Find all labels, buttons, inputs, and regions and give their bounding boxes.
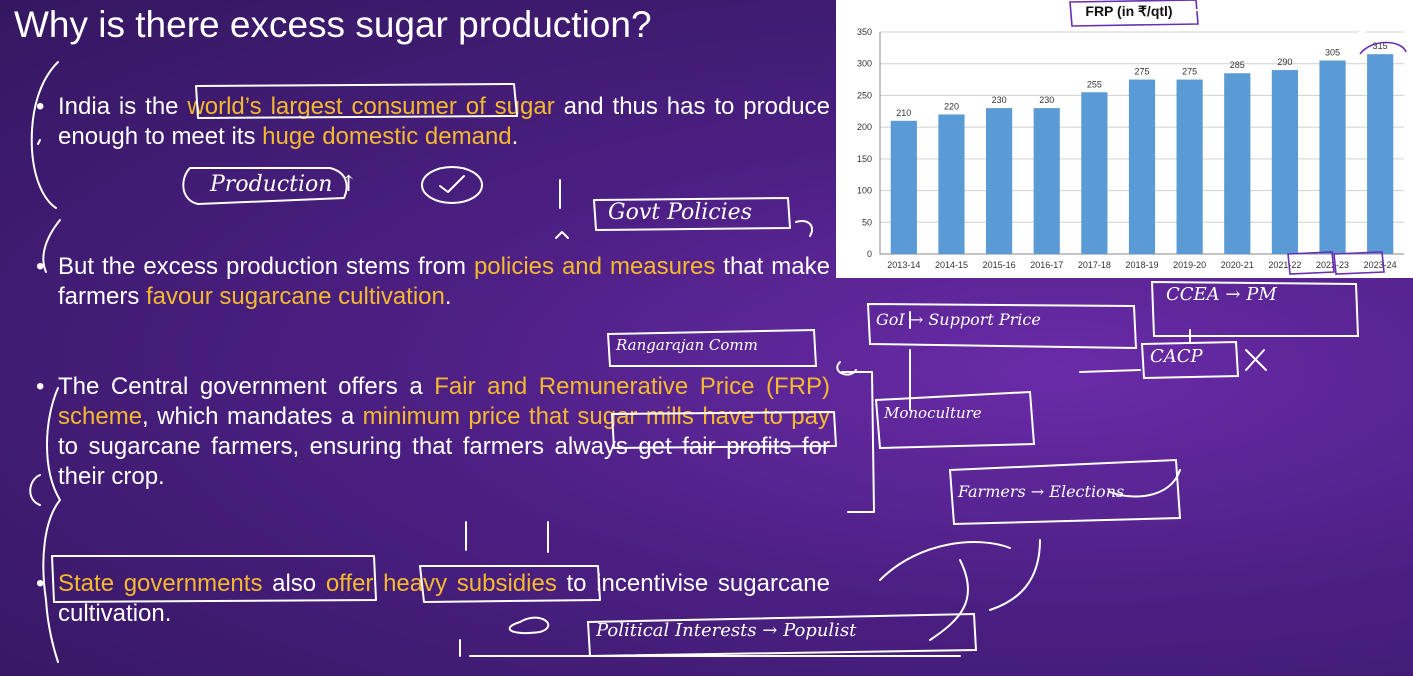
highlighted-phrase: State governments bbox=[58, 570, 263, 597]
bullet-text: and thus has to produce enough to meet i… bbox=[58, 93, 831, 150]
data-label: 305 bbox=[1325, 48, 1340, 58]
data-label: 275 bbox=[1182, 67, 1197, 77]
highlighted-phrase: Fair and Remunerative Price (FRP) scheme bbox=[58, 373, 830, 430]
chart-ink-mark bbox=[1359, 41, 1407, 55]
highlighted-phrase: favour sugarcane cultivation bbox=[146, 283, 445, 310]
note-political: Political Interests → Populist bbox=[596, 620, 857, 641]
x-tick-label: 2019-20 bbox=[1173, 260, 1206, 270]
bar bbox=[1176, 79, 1203, 254]
y-tick-label: 350 bbox=[857, 27, 872, 37]
note-production: Production ↑ bbox=[210, 172, 358, 197]
bar bbox=[985, 108, 1013, 254]
x-tick-label: 2017-18 bbox=[1078, 260, 1111, 270]
x-tick-label: 2013-14 bbox=[887, 260, 920, 270]
bar bbox=[1033, 108, 1060, 254]
data-label: 290 bbox=[1277, 57, 1292, 67]
bullet-text: to incentivise sugarcane cultivation. bbox=[58, 570, 830, 627]
bullet-text: , which mandates a bbox=[142, 403, 363, 430]
bullet-2: But the excess production stems from pol… bbox=[36, 252, 830, 312]
data-label: 230 bbox=[1039, 95, 1054, 105]
x-tick-label: 2016-17 bbox=[1030, 260, 1063, 270]
frp-bar-chart: 0 50 100 150 200 250 300 350 210 2013-14 220 2014-1… bbox=[857, 0, 1407, 275]
data-label: 210 bbox=[896, 108, 911, 118]
data-label: 220 bbox=[944, 101, 959, 111]
data-label: 255 bbox=[1087, 79, 1102, 89]
bullet-text: . bbox=[444, 283, 452, 310]
bar bbox=[890, 120, 917, 254]
note-monoculture: Monoculture bbox=[884, 404, 982, 422]
bullet-3: The Central government offers a Fair and… bbox=[36, 372, 830, 492]
chart-ink-mark bbox=[1287, 251, 1335, 275]
frp-chart: 0 50 100 150 200 250 300 350 210 2013-14 220 2014-1… bbox=[836, 0, 1413, 278]
bar bbox=[1319, 60, 1346, 254]
y-tick-label: 250 bbox=[857, 90, 872, 100]
data-label: 275 bbox=[1134, 67, 1149, 77]
data-label: 230 bbox=[992, 95, 1007, 105]
bar bbox=[938, 114, 965, 254]
bullet-text: to sugarcane farmers, ensuring that farm… bbox=[58, 433, 830, 490]
x-tick-label: 2014-15 bbox=[935, 260, 968, 270]
highlighted-phrase: world’s largest consumer of sugar bbox=[187, 93, 555, 120]
chart-ink-mark bbox=[1069, 0, 1199, 27]
chart-ink-mark bbox=[1333, 251, 1385, 275]
data-label: 315 bbox=[1373, 41, 1388, 51]
note-ccea-pm: CCEA → PM bbox=[1166, 284, 1277, 305]
highlighted-phrase: policies and measures bbox=[473, 253, 716, 280]
x-tick-label: 2023-24 bbox=[1364, 260, 1397, 270]
x-tick-label: 2020-21 bbox=[1221, 260, 1254, 270]
bullet-text: India is the bbox=[58, 93, 188, 120]
bar bbox=[1224, 73, 1251, 254]
bullet-text: The Central government offers a bbox=[58, 373, 435, 400]
y-tick-label: 50 bbox=[862, 217, 872, 227]
note-farmers-elections: Farmers → Elections bbox=[958, 482, 1125, 501]
bullet-text: But the excess production stems from bbox=[58, 253, 474, 280]
y-tick-label: 100 bbox=[857, 186, 872, 196]
bullet-text: that make farmers bbox=[58, 253, 830, 310]
bar bbox=[1081, 92, 1108, 254]
bullet-text: . bbox=[511, 123, 519, 150]
bar bbox=[1128, 79, 1156, 254]
y-tick-label: 0 bbox=[867, 249, 872, 259]
bullet-1: India is the world’s largest consumer of… bbox=[36, 92, 831, 152]
highlighted-phrase: minimum price that sugar mills have to p… bbox=[362, 403, 830, 430]
note-goi-support: GoI → Support Price bbox=[876, 310, 1041, 329]
y-tick-label: 200 bbox=[857, 122, 872, 132]
x-tick-label: 2018-19 bbox=[1125, 260, 1158, 270]
highlighted-phrase: offer heavy subsidies bbox=[325, 570, 557, 597]
highlighted-phrase: huge domestic demand bbox=[262, 123, 512, 150]
y-tick-label: 150 bbox=[857, 154, 872, 164]
x-tick-label: 2021-22 bbox=[1268, 260, 1301, 270]
slide-title: Why is there excess sugar production? bbox=[14, 4, 652, 45]
note-cacp: CACP bbox=[1150, 346, 1203, 367]
bar bbox=[1271, 70, 1299, 254]
chart-title: FRP (in ₹/qtl) bbox=[1085, 3, 1172, 19]
y-tick-label: 300 bbox=[857, 59, 872, 69]
bullet-text: also bbox=[262, 570, 326, 597]
data-label: 285 bbox=[1230, 60, 1245, 70]
note-rangarajan: Rangarajan Comm bbox=[616, 336, 758, 354]
bar bbox=[1367, 54, 1394, 255]
x-tick-label: 2015-16 bbox=[983, 260, 1016, 270]
note-govt-policies: Govt Policies bbox=[608, 200, 752, 225]
